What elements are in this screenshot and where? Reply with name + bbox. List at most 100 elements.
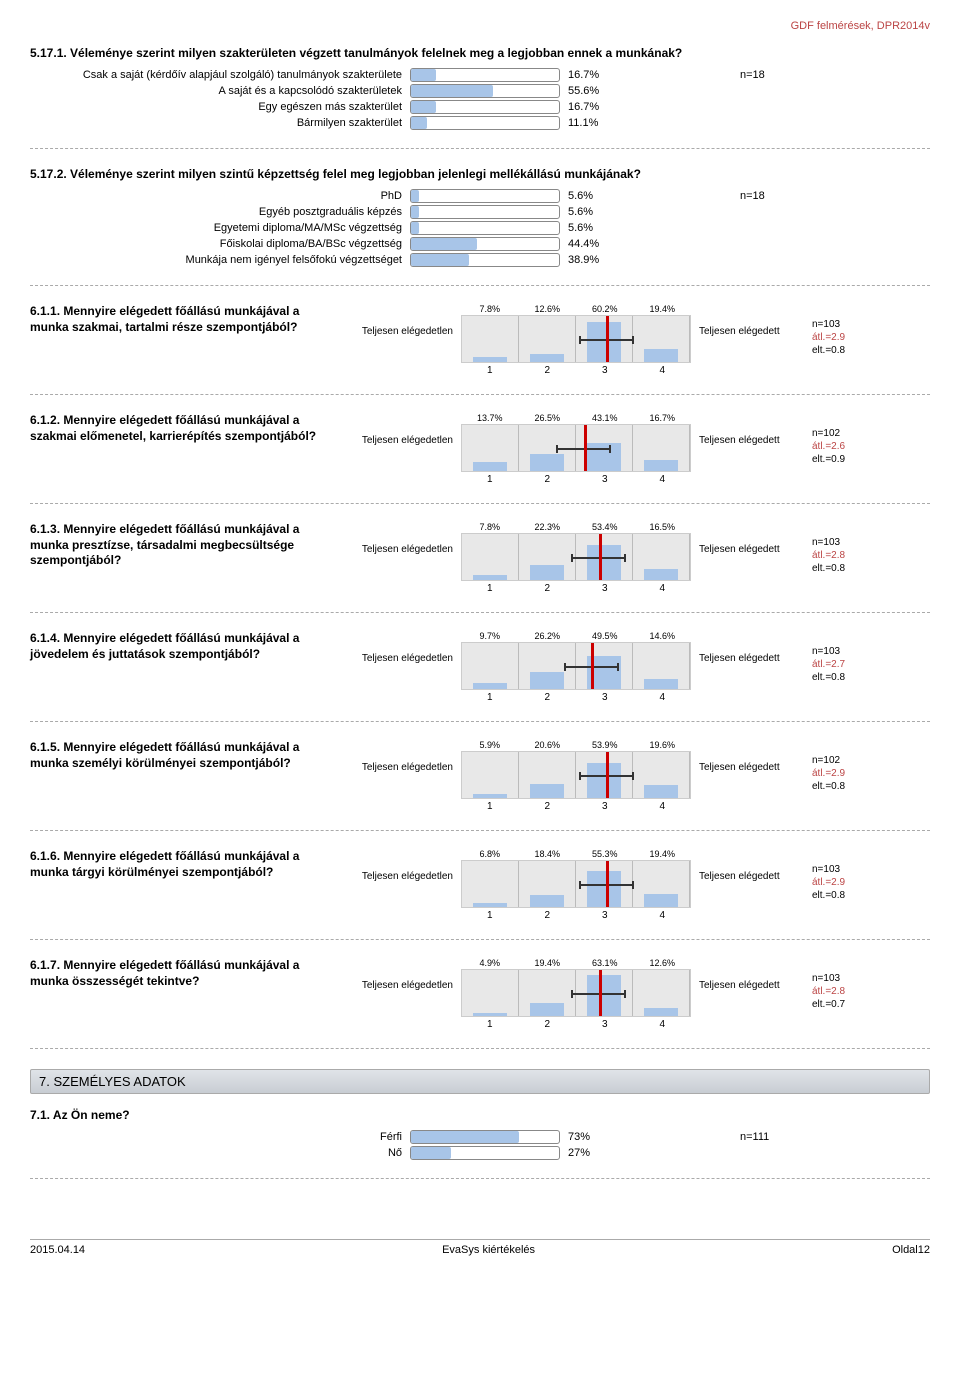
hbar-fill [411, 206, 419, 218]
hbar-fill [411, 1147, 451, 1159]
likert-left-label: Teljesen elégedetlen [348, 522, 453, 555]
likert-mean-marker [591, 643, 594, 689]
likert-axis: 1234 [461, 910, 691, 921]
likert-cell [462, 752, 519, 798]
doc-ref: GDF felmérések, DPR2014v [30, 20, 930, 32]
likert-pct: 49.5% [576, 631, 634, 641]
likert-cell [462, 534, 519, 580]
likert-bar [644, 1008, 678, 1016]
axis-tick: 1 [461, 910, 519, 921]
footer-date: 2015.04.14 [30, 1244, 85, 1256]
divider [30, 394, 930, 395]
likert-cell [519, 861, 576, 907]
likert-pct: 19.4% [634, 304, 692, 314]
hbar-value: 5.6% [560, 222, 620, 234]
likert-bar [530, 1003, 564, 1016]
likert-left-label: Teljesen elégedetlen [348, 958, 453, 991]
likert-chart: 7.8%22.3%53.4%16.5% 1234 [461, 522, 691, 594]
stat-mean: átl.=2.6 [812, 440, 882, 453]
likert-cell [633, 970, 690, 1016]
likert-mean-marker [606, 861, 609, 907]
likert-block: 6.1.1. Mennyire elégedett főállású munká… [30, 304, 930, 376]
stat-n: n=103 [812, 536, 882, 549]
axis-tick: 3 [576, 1019, 634, 1030]
likert-box [461, 315, 691, 363]
stat-dev: elt.=0.8 [812, 780, 882, 793]
likert-mean-marker [606, 316, 609, 362]
stat-mean: átl.=2.9 [812, 876, 882, 889]
likert-bar [587, 545, 621, 580]
likert-cell [633, 752, 690, 798]
hbar-label: Munkája nem igényel felsőfokú végzettség… [30, 254, 410, 266]
likert-bar [587, 871, 621, 907]
likert-box [461, 969, 691, 1017]
likert-pct: 19.4% [634, 849, 692, 859]
likert-stats: n=102 átl.=2.9 elt.=0.8 [812, 740, 882, 793]
likert-pct: 55.3% [576, 849, 634, 859]
likert-chart: 4.9%19.4%63.1%12.6% 1234 [461, 958, 691, 1030]
axis-tick: 3 [576, 583, 634, 594]
hbar-box [410, 253, 560, 267]
hbar-label: Nő [30, 1147, 410, 1159]
hbar-value: 55.6% [560, 85, 620, 97]
hbar-box [410, 100, 560, 114]
likert-pct: 19.6% [634, 740, 692, 750]
divider [30, 1048, 930, 1049]
likert-pct: 19.4% [519, 958, 577, 968]
axis-tick: 1 [461, 474, 519, 485]
likert-left-label: Teljesen elégedetlen [348, 740, 453, 773]
likert-cell [462, 425, 519, 471]
hbar-fill [411, 101, 436, 113]
likert-bar [473, 903, 507, 907]
axis-tick: 2 [519, 365, 577, 376]
axis-tick: 2 [519, 910, 577, 921]
hbar-label: PhD [30, 190, 410, 202]
likert-bar [473, 575, 507, 580]
axis-tick: 2 [519, 474, 577, 485]
likert-mean-marker [599, 970, 602, 1016]
axis-tick: 3 [576, 910, 634, 921]
likert-cell [633, 861, 690, 907]
likert-cell [519, 316, 576, 362]
likert-stats: n=103 átl.=2.9 elt.=0.8 [812, 849, 882, 902]
likert-block: 6.1.4. Mennyire elégedett főállású munká… [30, 631, 930, 703]
axis-tick: 4 [634, 474, 692, 485]
likert-right-label: Teljesen elégedett [699, 740, 804, 773]
likert-percents: 13.7%26.5%43.1%16.7% [461, 413, 691, 423]
likert-bar [644, 679, 678, 689]
likert-pct: 63.1% [576, 958, 634, 968]
hbar-fill [411, 254, 469, 266]
likert-bar [644, 894, 678, 907]
divider [30, 830, 930, 831]
likert-cell [462, 316, 519, 362]
likert-bar [587, 322, 621, 362]
likert-bar [587, 975, 621, 1016]
likert-bar [473, 357, 507, 362]
likert-question: 6.1.1. Mennyire elégedett főállású munká… [30, 304, 340, 335]
hbar-box [410, 84, 560, 98]
hbar-fill [411, 238, 477, 250]
likert-pct: 26.2% [519, 631, 577, 641]
stat-n: n=103 [812, 863, 882, 876]
likert-pct: 53.4% [576, 522, 634, 532]
likert-bar [644, 785, 678, 798]
likert-pct: 12.6% [634, 958, 692, 968]
hbar-fill [411, 190, 419, 202]
likert-cell [633, 316, 690, 362]
stat-mean: átl.=2.8 [812, 985, 882, 998]
axis-tick: 1 [461, 801, 519, 812]
likert-stats: n=103 átl.=2.7 elt.=0.8 [812, 631, 882, 684]
likert-pct: 12.6% [519, 304, 577, 314]
likert-axis: 1234 [461, 1019, 691, 1030]
stat-dev: elt.=0.8 [812, 344, 882, 357]
likert-bar [530, 354, 564, 362]
likert-chart: 9.7%26.2%49.5%14.6% 1234 [461, 631, 691, 703]
hbar-label: A saját és a kapcsolódó szakterületek [30, 85, 410, 97]
q71-title: 7.1. Az Ön neme? [30, 1108, 930, 1122]
likert-right-label: Teljesen elégedett [699, 304, 804, 337]
likert-pct: 9.7% [461, 631, 519, 641]
likert-pct: 6.8% [461, 849, 519, 859]
stat-dev: elt.=0.7 [812, 998, 882, 1011]
likert-bar [644, 569, 678, 580]
axis-tick: 4 [634, 801, 692, 812]
